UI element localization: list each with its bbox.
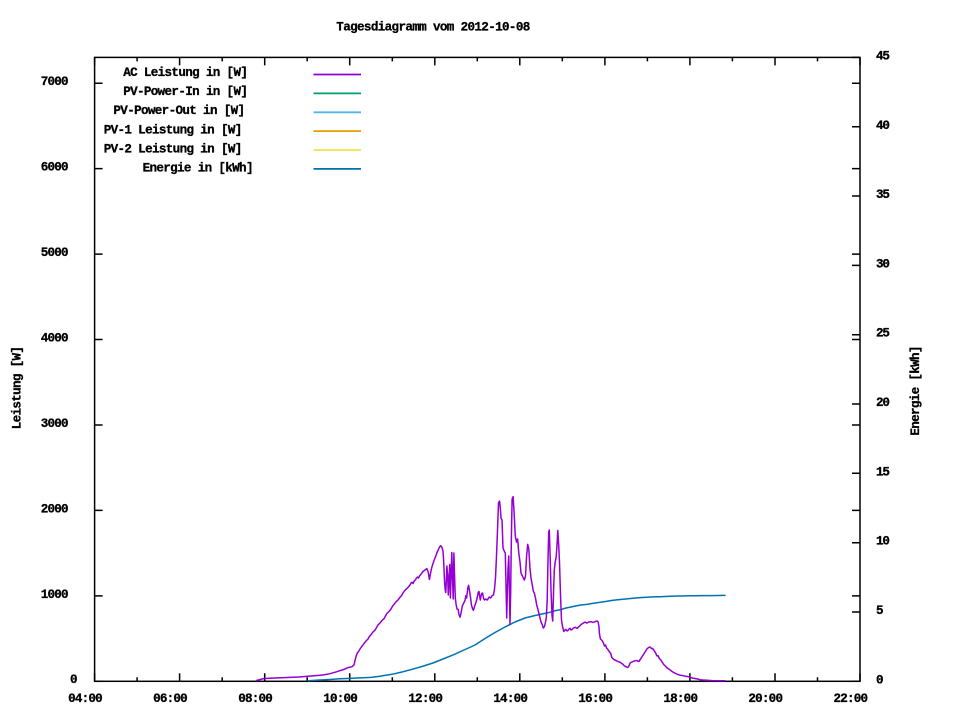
svg-text:45: 45: [876, 49, 890, 63]
svg-text:Tagesdiagramm vom 2012-10-08: Tagesdiagramm vom 2012-10-08: [336, 21, 530, 35]
svg-text:4000: 4000: [41, 332, 69, 346]
svg-text:5000: 5000: [41, 246, 69, 260]
svg-text:06:00: 06:00: [153, 692, 188, 706]
svg-text:12:00: 12:00: [408, 692, 443, 706]
svg-text:14:00: 14:00: [493, 692, 528, 706]
svg-text:1000: 1000: [41, 588, 69, 602]
svg-text:15: 15: [876, 465, 890, 479]
svg-text:04:00: 04:00: [68, 692, 103, 706]
svg-text:10:00: 10:00: [323, 692, 358, 706]
svg-text:5: 5: [876, 604, 884, 618]
svg-text:25: 25: [876, 327, 890, 341]
svg-text:2000: 2000: [41, 502, 69, 516]
svg-text:AC Leistung in [W]: AC Leistung in [W]: [123, 66, 248, 80]
svg-text:30: 30: [876, 257, 890, 271]
svg-text:0: 0: [70, 673, 78, 687]
svg-text:08:00: 08:00: [238, 692, 273, 706]
svg-text:40: 40: [876, 119, 890, 133]
svg-text:7000: 7000: [41, 75, 69, 89]
svg-text:Energie in [kWh]: Energie in [kWh]: [143, 162, 254, 176]
svg-text:PV-1 Leistung in [W]: PV-1 Leistung in [W]: [104, 123, 243, 137]
svg-text:3000: 3000: [41, 417, 69, 431]
svg-text:16:00: 16:00: [578, 692, 613, 706]
svg-text:35: 35: [876, 188, 890, 202]
svg-text:PV-Power-In in [W]: PV-Power-In in [W]: [123, 85, 248, 99]
svg-text:Leistung [W]: Leistung [W]: [10, 346, 24, 429]
svg-text:20: 20: [876, 396, 890, 410]
svg-text:PV-Power-Out in [W]: PV-Power-Out in [W]: [113, 104, 245, 118]
svg-text:PV-2 Leistung in [W]: PV-2 Leistung in [W]: [104, 142, 243, 156]
svg-text:0: 0: [876, 673, 884, 687]
svg-text:20:00: 20:00: [748, 692, 783, 706]
svg-text:10: 10: [876, 535, 890, 549]
svg-text:6000: 6000: [41, 161, 69, 175]
svg-text:18:00: 18:00: [663, 692, 698, 706]
svg-text:22:00: 22:00: [834, 692, 869, 706]
svg-text:Energie [kWh]: Energie [kWh]: [909, 346, 923, 436]
